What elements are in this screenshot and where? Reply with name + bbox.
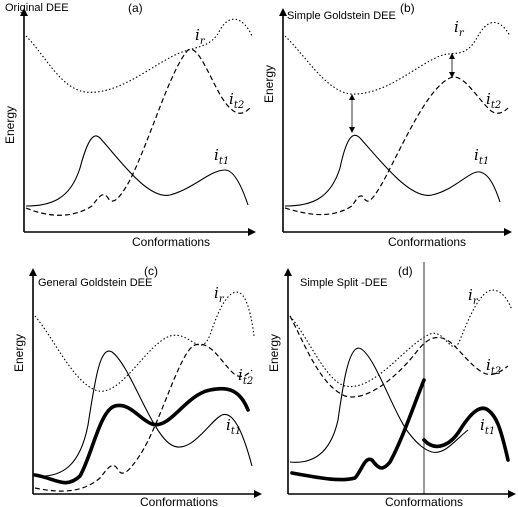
panel-a: Original DEE (a) Energy Conformations ir… xyxy=(3,1,256,249)
curve-it-split xyxy=(290,378,510,482)
panel-title: General Goldstein DEE xyxy=(38,277,152,289)
panel-letter: (c) xyxy=(144,264,158,278)
y-axis-label: Energy xyxy=(3,106,17,144)
curve-it2 xyxy=(34,343,253,492)
panel-letter: (a) xyxy=(128,1,143,15)
x-axis-label: Conformations xyxy=(388,235,466,249)
curve-it2 xyxy=(289,315,509,398)
y-axis-label: Energy xyxy=(12,334,26,372)
label-it2: it2 xyxy=(238,366,253,387)
label-ir: ir xyxy=(468,286,479,307)
panel-title: Simple Split -DEE xyxy=(300,277,387,289)
label-it1: it1 xyxy=(226,416,241,437)
panel-c: General Goldstein DEE (c) Energy Conform… xyxy=(12,264,262,507)
panel-letter: (d) xyxy=(398,264,413,278)
x-axis-label: Conformations xyxy=(132,235,210,249)
curve-ir xyxy=(25,18,253,93)
label-ir: ir xyxy=(454,18,465,39)
curve-it-combined xyxy=(33,386,250,485)
label-it2: it2 xyxy=(486,90,501,111)
curve-it1 xyxy=(25,135,249,207)
label-it2: it2 xyxy=(229,90,244,111)
panel-title: Simple Goldstein DEE xyxy=(287,10,396,22)
x-axis-label: Conformations xyxy=(385,495,463,507)
panel-letter: (b) xyxy=(400,1,415,15)
y-axis-label: Energy xyxy=(262,65,276,103)
curve-it1 xyxy=(289,347,469,463)
curve-it2 xyxy=(25,48,251,216)
panel-title: Original DEE xyxy=(5,2,69,14)
y-axis-label: Energy xyxy=(267,334,281,372)
x-axis-label: Conformations xyxy=(140,495,218,507)
curve-ir xyxy=(34,291,255,392)
label-it1: it1 xyxy=(214,146,229,167)
label-ir: ir xyxy=(214,284,225,305)
label-ir: ir xyxy=(195,26,206,47)
curve-it1 xyxy=(284,134,501,207)
curve-ir xyxy=(289,289,513,387)
panel-b: Simple Goldstein DEE (b) Energy Conforma… xyxy=(262,1,512,249)
panel-d: Simple Split -DEE (d) Energy Conformatio… xyxy=(267,262,516,507)
curve-it1 xyxy=(34,350,253,477)
label-it1: it1 xyxy=(480,416,495,437)
curve-ir xyxy=(284,21,511,95)
label-it2: it2 xyxy=(486,356,501,377)
label-it1: it1 xyxy=(474,146,489,167)
